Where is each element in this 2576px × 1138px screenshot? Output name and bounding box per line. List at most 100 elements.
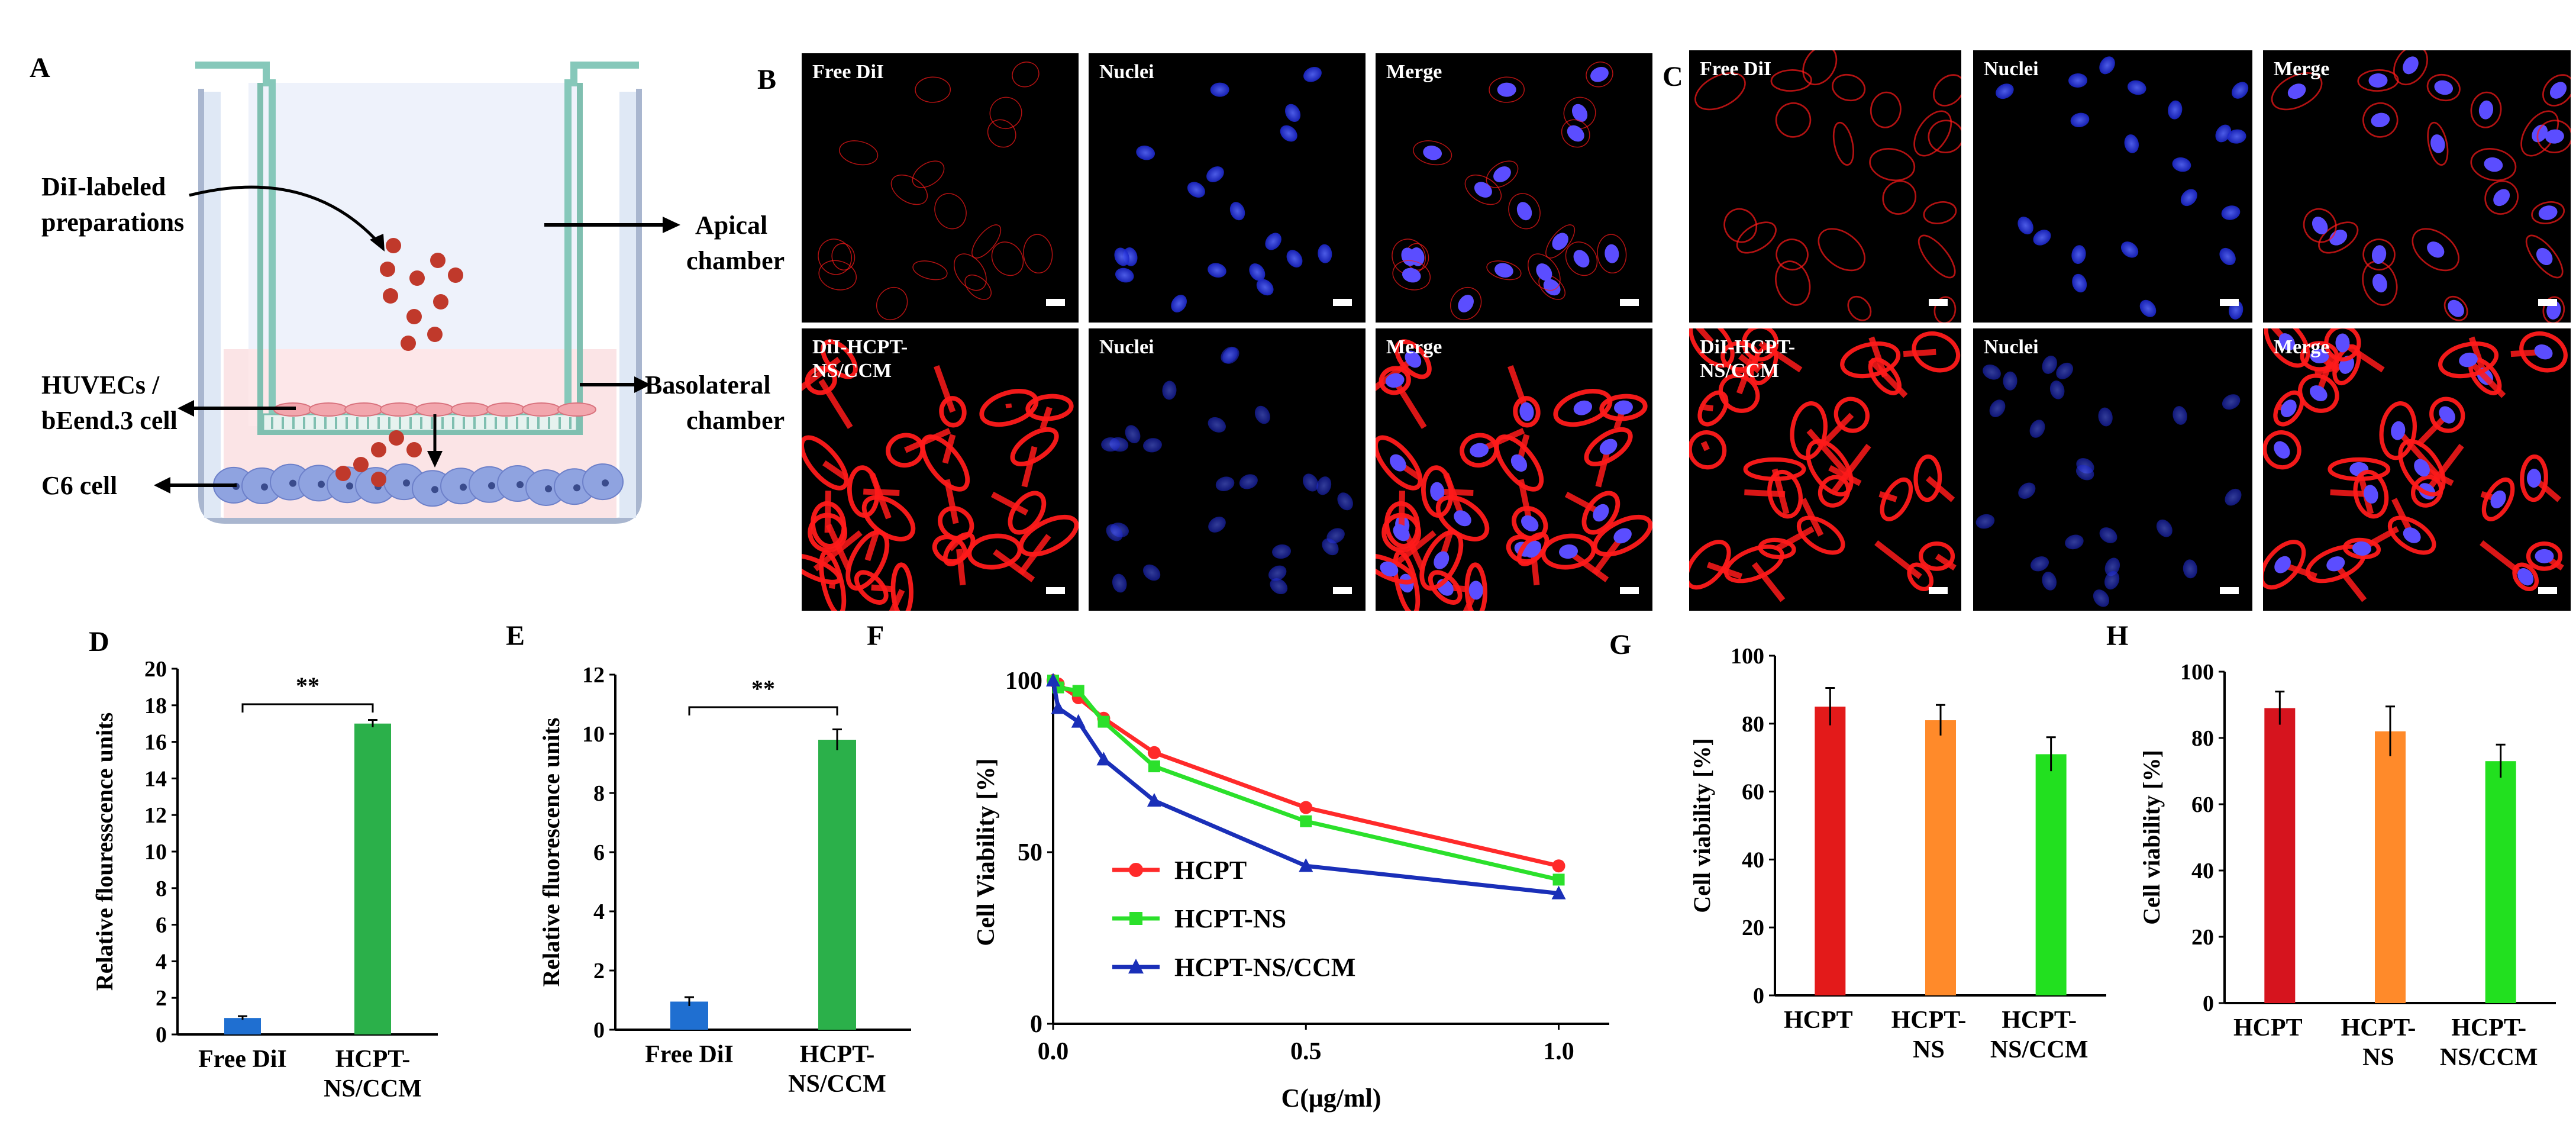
c6-nucleus [460, 483, 467, 491]
y-tick-label: 100 [2180, 660, 2214, 685]
nucleus [2371, 112, 2390, 128]
cell-membrane [2484, 180, 2519, 215]
data-point [1096, 752, 1111, 766]
cell-membrane [2427, 121, 2449, 166]
cell-membrane [1923, 201, 1957, 224]
nucleus [1249, 263, 1266, 281]
dil-label-line2: preparations [41, 208, 184, 237]
data-point [1046, 673, 1060, 686]
huvec-arrow-head [177, 400, 194, 417]
nucleus [1221, 346, 1238, 363]
nucleus [2222, 394, 2241, 410]
cell-process [1820, 412, 1854, 447]
nucleus [1605, 244, 1619, 263]
cell-membrane [2470, 91, 2502, 128]
dil-particle [448, 267, 463, 283]
cell-process [1752, 562, 1786, 602]
nucleus [1254, 405, 1270, 424]
cell-membrane [1450, 286, 1482, 321]
y-axis-label: Relative flouresscence units [91, 713, 118, 991]
cell-membrane [1913, 454, 1942, 502]
micro-label-merge: Merge [2274, 58, 2329, 80]
well-wall-right [619, 92, 636, 518]
cell-membrane [1516, 532, 1550, 566]
cell-membrane [1918, 541, 1955, 571]
y-tick-label: 40 [2191, 859, 2214, 884]
nucleus [2099, 56, 2115, 75]
data-point [1097, 715, 1110, 728]
cell-membrane [1802, 50, 1838, 86]
cell-process [1935, 553, 1957, 571]
scale-bar [1929, 587, 1948, 594]
cell-membrane [1376, 435, 1423, 491]
micrograph-background [1089, 53, 1366, 323]
micro-label-dil: Free DiI [1700, 58, 1771, 80]
micrograph-C-bottom-nuclei [1973, 328, 2252, 611]
nucleus [1573, 250, 1590, 267]
nucleus [1573, 400, 1593, 415]
nucleus [1303, 67, 1322, 82]
scale-bar [1333, 587, 1352, 594]
x-tick-label: HCPT- [2002, 1007, 2077, 1034]
nucleus [1187, 182, 1205, 198]
y-tick-label: 20 [2191, 925, 2214, 950]
dil-arrow-head [370, 234, 385, 252]
nucleus [2439, 406, 2455, 424]
cell-membrane [1869, 148, 1916, 182]
x-tick-label: HCPT- [2341, 1014, 2416, 1042]
nucleus [2232, 82, 2249, 99]
cell-process [1832, 444, 1871, 494]
cell-membrane [2332, 344, 2361, 386]
cell-process [944, 479, 959, 524]
cell-membrane [1907, 562, 1934, 591]
cell-membrane [2318, 221, 2359, 254]
cell-membrane [1796, 515, 1845, 555]
nucleus [1112, 573, 1127, 593]
cell-membrane [2362, 102, 2399, 138]
nucleus [2003, 371, 2017, 391]
cell-membrane [920, 434, 970, 492]
data-point [1072, 685, 1084, 697]
y-axis-label: Cell viability [%] [2138, 750, 2165, 925]
nucleus [2274, 556, 2291, 573]
cell-membrane [954, 253, 987, 291]
endothelial-cell [451, 402, 490, 417]
scale-bar [1046, 299, 1065, 306]
cell-membrane [2263, 540, 2306, 590]
nucleus [2430, 134, 2445, 153]
cell-membrane [1494, 434, 1544, 492]
nucleus [2072, 273, 2087, 293]
nucleus [1265, 233, 1281, 250]
nucleus [2538, 205, 2558, 220]
chart-D: 0 2 4 6 8 10 12 14 16 18 20 Free DiI HCPT-NS/CCM Rela… [91, 657, 438, 1102]
nucleus [2517, 568, 2534, 586]
micro-label-merge: Merge [2274, 336, 2329, 358]
well-wall-left [204, 92, 221, 518]
outer-well [198, 89, 642, 524]
cell-membrane [1025, 394, 1074, 421]
cell-process [1776, 526, 1815, 552]
nucleus [1115, 267, 1134, 283]
nucleus [2127, 80, 2146, 95]
cell-membrane [1806, 439, 1854, 497]
cell-membrane [1486, 260, 1522, 281]
cell-membrane [2264, 328, 2310, 368]
cell-membrane [2525, 234, 2564, 279]
y-tick-label: 80 [1742, 712, 1764, 737]
cell-process [1706, 562, 1743, 579]
cell-membrane [964, 274, 992, 300]
y-tick-label: 2 [156, 986, 167, 1011]
nucleus [1106, 524, 1123, 541]
significance-bracket [241, 703, 374, 713]
series-line-1 [1052, 679, 1560, 868]
y-tick-label: 14 [144, 766, 167, 791]
x-tick-label: HCPT- [800, 1041, 875, 1068]
nucleus [2172, 157, 2191, 172]
nucleus [1516, 202, 1532, 221]
c6-nucleus [403, 479, 410, 487]
endothelial-cell-layer [273, 402, 596, 417]
nucleus [1470, 443, 1489, 457]
y-tick-label: 60 [1742, 780, 1764, 805]
cell-membrane [1486, 160, 1519, 188]
